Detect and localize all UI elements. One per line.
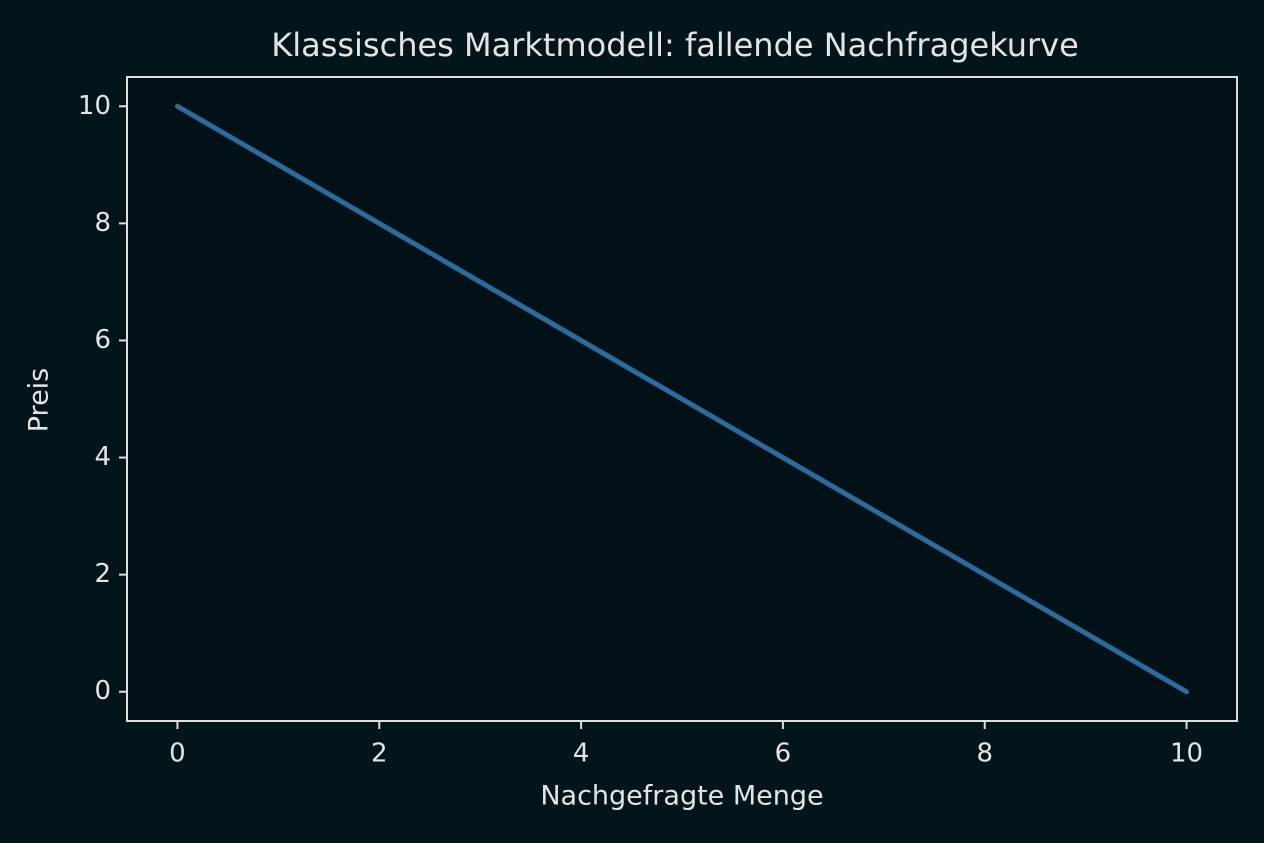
- x-tick-label: 8: [976, 739, 993, 769]
- chart-title: Klassisches Marktmodell: fallende Nachfr…: [271, 26, 1079, 64]
- y-axis-label: Preis: [24, 368, 55, 433]
- y-tick-label: 4: [94, 442, 111, 472]
- y-tick-label: 2: [94, 559, 111, 589]
- x-tick-label: 0: [169, 739, 186, 769]
- y-tick-label: 10: [78, 91, 111, 121]
- x-tick-label: 6: [775, 739, 792, 769]
- y-tick-label: 8: [94, 208, 111, 238]
- x-axis-label: Nachgefragte Menge: [540, 781, 823, 812]
- x-tick-label: 2: [371, 739, 388, 769]
- x-tick-label: 4: [573, 739, 590, 769]
- x-tick-label: 10: [1170, 739, 1203, 769]
- y-tick-label: 0: [94, 676, 111, 706]
- demand-line: [174, 103, 1190, 695]
- y-tick-label: 6: [94, 325, 111, 355]
